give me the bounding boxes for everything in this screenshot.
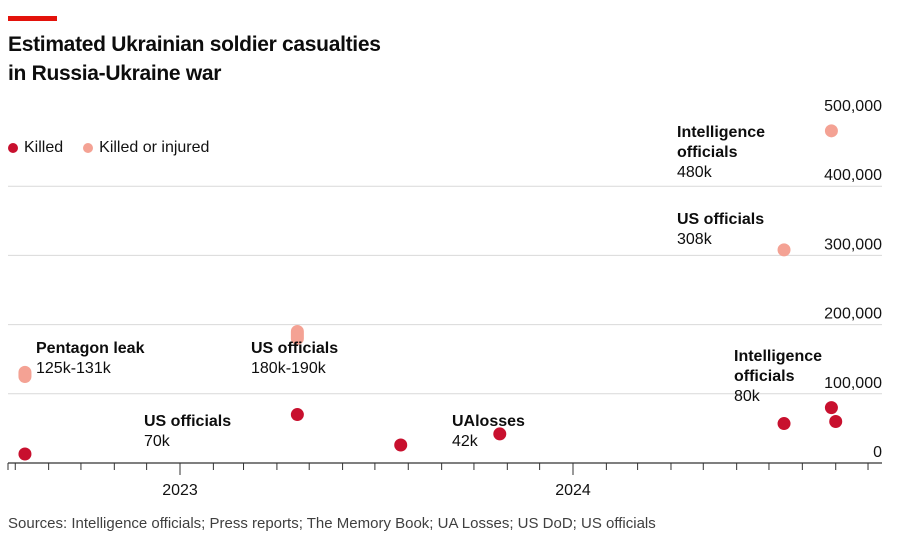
annotation-value: 70k (144, 433, 171, 450)
legend-label-killed: Killed (24, 139, 64, 156)
x-tick-label: 2024 (555, 482, 591, 499)
point-killed (777, 417, 791, 431)
annotation: US officials 308k (677, 211, 764, 248)
annotation-value: 125k-131k (36, 360, 112, 377)
legend: Killed Killed or injured (8, 139, 209, 157)
legend-swatch-killed-or-injured (83, 143, 94, 153)
point-killed (290, 408, 304, 422)
annotation-value: 308k (677, 231, 713, 248)
legend-swatch-killed (8, 143, 18, 153)
annotation-value: 180k-190k (251, 360, 327, 377)
annotation: US officials 70k (144, 413, 231, 450)
annotations: Pentagon leak 125k-131k US officials 180k-1… (36, 124, 822, 450)
point-killed (829, 414, 843, 428)
source-note: Sources: Intelligence officials; Press r… (8, 515, 656, 532)
annotation-value: 80k (734, 388, 761, 405)
x-tick-label: 2023 (162, 482, 198, 499)
point-killed (493, 427, 507, 441)
annotation: Intelligence officials 80k (734, 348, 822, 405)
legend-item-killed-or-injured: Killed or injured (83, 139, 209, 157)
annotation-value: 42k (452, 433, 479, 450)
point-killed-or-injured (777, 243, 791, 257)
y-tick-label: 300,000 (824, 236, 882, 253)
annotation-title: US officials (144, 413, 231, 430)
annotation: UAlosses 42k (452, 413, 525, 450)
legend-label-killed-or-injured: Killed or injured (99, 139, 210, 156)
annotation-title: US officials (677, 211, 764, 228)
data-marks (18, 124, 843, 461)
y-axis-ticks: 0 100,000 200,000 300,000 400,000 500,000 (824, 98, 882, 461)
y-tick-label: 400,000 (824, 167, 882, 184)
annotation-title: UAlosses (452, 413, 525, 430)
annotation-value: 480k (677, 164, 713, 181)
point-killed (18, 447, 32, 461)
point-killed-or-injured (824, 124, 838, 138)
point-killed (824, 401, 838, 415)
y-tick-label: 500,000 (824, 98, 882, 115)
brand-accent-bar (8, 16, 57, 21)
annotation-title: Intelligence (677, 124, 765, 141)
y-tick-label: 200,000 (824, 306, 882, 323)
legend-item-killed: Killed (8, 139, 63, 157)
title-line-1: Estimated Ukrainian soldier casualties (8, 33, 381, 56)
annotation: US officials 180k-190k (251, 340, 338, 377)
chart-title: Estimated Ukrainian soldier casualties i… (8, 30, 528, 88)
annotation-title: US officials (251, 340, 338, 357)
point-killed (394, 438, 408, 452)
annotation-title: officials (677, 144, 738, 161)
annotation-title: officials (734, 368, 795, 385)
annotation-title: Intelligence (734, 348, 822, 365)
y-tick-label: 100,000 (824, 375, 882, 392)
annotation: Pentagon leak 125k-131k (36, 340, 145, 377)
y-tick-label: 0 (873, 444, 882, 461)
annotation: Intelligence officials 480k (677, 124, 765, 181)
title-line-2: in Russia-Ukraine war (8, 62, 222, 85)
annotation-title: Pentagon leak (36, 340, 145, 357)
x-axis: 2023 2024 (7, 463, 869, 499)
